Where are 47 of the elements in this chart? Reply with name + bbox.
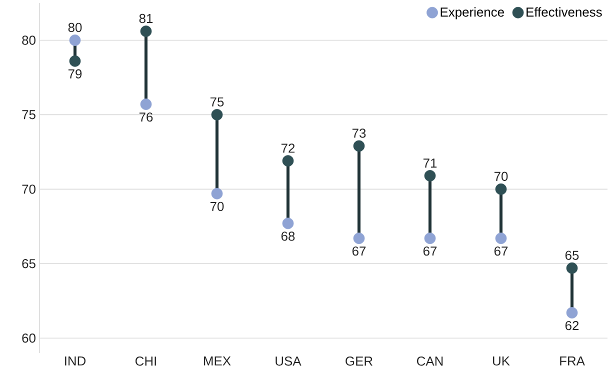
point [353, 140, 365, 152]
data-label: 81 [139, 14, 153, 24]
data-label: 67 [352, 246, 366, 256]
point [495, 183, 507, 195]
y-tick-label: 80 [22, 36, 36, 45]
point [140, 98, 152, 110]
x-tick-label: GER [346, 356, 372, 366]
point [566, 307, 578, 318]
data-label: 72 [281, 144, 295, 153]
legend-label: Effectiveness [526, 7, 602, 17]
data-label: 76 [139, 112, 153, 122]
point [282, 155, 294, 167]
legend-label: Experience [440, 7, 504, 20]
x-tick-label: CAN [416, 356, 443, 366]
y-tick-label: 75 [22, 110, 36, 120]
y-tick-label: 70 [22, 184, 36, 194]
data-label: 67 [423, 246, 437, 256]
x-tick-label: UK [493, 356, 510, 366]
data-label: 68 [281, 232, 295, 241]
data-label: 62 [565, 320, 579, 330]
data-label: 79 [68, 69, 82, 78]
data-label: 70 [210, 202, 224, 212]
data-label: 70 [494, 172, 508, 181]
point [424, 170, 436, 182]
point [211, 109, 223, 120]
y-tick-label: 65 [22, 259, 36, 268]
y-tick-label: 60 [22, 334, 36, 343]
point [140, 26, 152, 37]
data-label: 80 [68, 22, 82, 32]
point [353, 232, 365, 244]
data-label: 73 [352, 128, 366, 138]
point [424, 232, 436, 244]
point [211, 188, 223, 200]
data-label: 75 [210, 97, 224, 106]
x-tick-label: MEX [204, 356, 231, 366]
x-tick-label: IND [65, 356, 86, 366]
point [566, 262, 578, 274]
x-tick-label: CHI [136, 356, 156, 366]
point [282, 218, 294, 230]
point [69, 55, 81, 67]
x-tick-label: FRA [560, 356, 585, 366]
point [495, 232, 507, 244]
data-label: 71 [423, 158, 437, 168]
data-label: 65 [565, 250, 579, 260]
x-tick-label: USA [276, 356, 302, 366]
data-label: 67 [494, 246, 508, 256]
point [69, 34, 81, 46]
